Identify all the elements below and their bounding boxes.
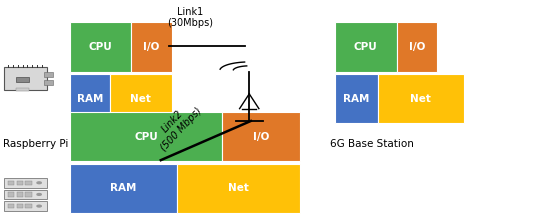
Text: I/O: I/O [253,132,270,142]
Text: RAM: RAM [77,94,103,103]
Text: Net: Net [228,183,249,193]
FancyBboxPatch shape [4,178,47,188]
Circle shape [37,182,41,184]
Bar [378,74,464,123]
Text: 6G Base Station: 6G Base Station [330,139,413,149]
FancyBboxPatch shape [4,201,47,211]
Bar [8,192,14,197]
Bar [177,164,300,213]
Bar [25,181,32,185]
Text: I/O: I/O [408,42,425,52]
Bar [397,22,437,72]
Bar [70,112,222,161]
Bar [17,204,23,208]
Text: CPU: CPU [134,132,158,142]
Text: Link2
(500 Mbps): Link2 (500 Mbps) [150,98,204,153]
Text: RAM: RAM [110,183,137,193]
Bar [16,88,29,91]
FancyBboxPatch shape [4,190,47,199]
Bar [25,192,32,197]
Text: Net: Net [411,94,431,103]
Bar [222,112,300,161]
Bar [44,80,53,85]
Bar [25,204,32,208]
Bar [110,74,172,123]
Bar [335,74,378,123]
Text: Net: Net [130,94,151,103]
Bar [17,192,23,197]
Text: RAM: RAM [343,94,370,103]
Text: CPU: CPU [354,42,378,52]
Text: I/O: I/O [143,42,160,52]
Text: Link1
(30Mbps): Link1 (30Mbps) [167,7,213,28]
Bar [16,77,29,82]
Bar [131,22,172,72]
Bar [70,74,110,123]
Bar [8,181,14,185]
Text: Raspberry Pi: Raspberry Pi [3,139,68,149]
Circle shape [37,205,41,207]
Bar [70,22,131,72]
Bar [335,22,397,72]
Text: CPU: CPU [88,42,113,52]
FancyBboxPatch shape [4,67,47,90]
Circle shape [37,194,41,195]
Bar [44,72,53,77]
Bar [17,181,23,185]
Bar [8,204,14,208]
Bar [70,164,177,213]
